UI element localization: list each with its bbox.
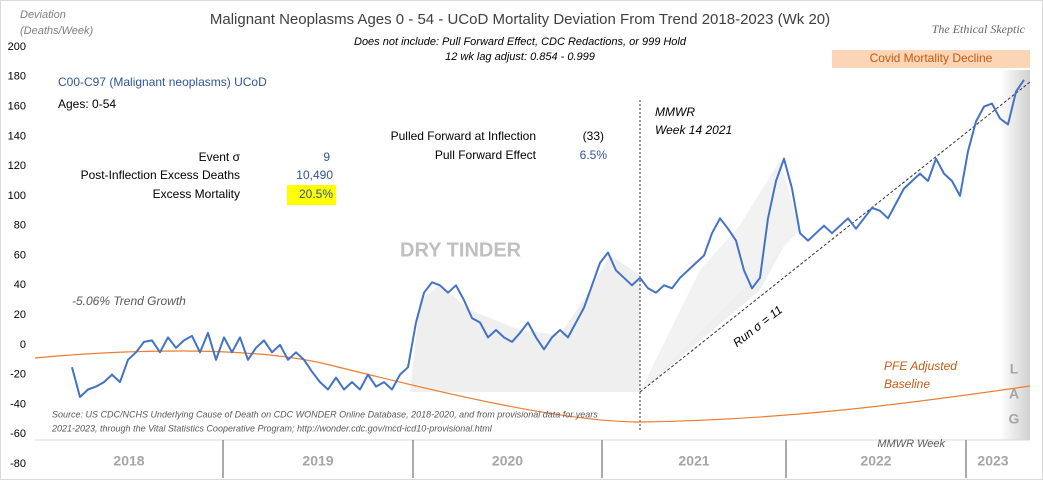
- annotation: -5.06% Trend Growth: [72, 294, 186, 308]
- annotation: Pulled Forward at Inflection: [391, 129, 536, 143]
- y-tick-label: -40: [10, 398, 26, 410]
- subtitle: 12 wk lag adjust: 0.854 - 0.999: [445, 51, 595, 63]
- annotation: 20.5%: [299, 187, 333, 201]
- legend: C00-C97 (Malignant neoplasms) UCoD: [58, 75, 267, 89]
- y-tick-label: 160: [8, 100, 26, 112]
- y-tick-label: 120: [8, 160, 26, 172]
- y-tick-label: 40: [14, 279, 26, 291]
- annotation: Ages: 0-54: [58, 97, 116, 111]
- annotation: Event σ: [199, 150, 241, 164]
- annotation: (33): [583, 129, 604, 143]
- annotation: MMWR: [655, 105, 695, 119]
- y-axis-label: (Deaths/Week): [20, 25, 93, 37]
- subtitle: Does not include: Pull Forward Effect, C…: [354, 36, 687, 48]
- y-axis-label: Deviation: [20, 9, 66, 21]
- annotation: Pull Forward Effect: [435, 148, 537, 162]
- annotation: PFE Adjusted: [884, 359, 957, 373]
- y-tick-label: -80: [10, 458, 26, 470]
- y-tick-label: -60: [10, 428, 26, 440]
- lag: L: [1010, 361, 1019, 377]
- y-tick-label: 180: [8, 71, 26, 83]
- x-tick-label: 2023: [977, 453, 1008, 469]
- x-tick-label: 2022: [860, 453, 891, 469]
- y-tick-label: 60: [14, 249, 26, 261]
- x-axis-label: MMWR Week: [877, 438, 945, 450]
- annotation: 10,490: [296, 168, 333, 182]
- annotation: DRY TINDER: [400, 239, 522, 261]
- y-tick-label: 100: [8, 190, 26, 202]
- source: 2021-2023, through the Vital Statistics …: [51, 423, 493, 433]
- shade: [410, 255, 640, 392]
- lag-band: [1000, 70, 1030, 440]
- title: Malignant Neoplasms Ages 0 - 54 - UCoD M…: [210, 11, 830, 28]
- y-tick-label: 80: [14, 220, 26, 232]
- annotation: Excess Mortality: [153, 187, 240, 201]
- annotation: 9: [323, 150, 330, 164]
- y-tick-label: 200: [8, 41, 26, 53]
- lag: A: [1009, 386, 1019, 402]
- annotation: Post-Inflection Excess Deaths: [81, 168, 240, 182]
- source: Source: US CDC/NCHS Underlying Cause of …: [52, 409, 598, 419]
- highlight: [287, 185, 336, 205]
- annotation: Baseline: [884, 377, 930, 391]
- lag: G: [1009, 411, 1020, 427]
- baseline: [34, 350, 1031, 423]
- x-tick-label: 2020: [492, 453, 523, 469]
- watermark: The Ethical Skeptic: [932, 22, 1026, 36]
- annotation: 6.5%: [580, 148, 608, 162]
- annotation: Covid Mortality Decline: [870, 51, 993, 65]
- y-tick-label: 0: [20, 339, 26, 351]
- trend-line: [639, 81, 1031, 393]
- x-tick-label: 2018: [113, 453, 144, 469]
- shade: [640, 160, 800, 392]
- covid-box: [832, 50, 1030, 68]
- y-tick-label: 20: [14, 309, 26, 321]
- y-tick-label: -20: [10, 369, 26, 381]
- x-tick-label: 2019: [302, 453, 333, 469]
- x-tick-label: 2021: [678, 453, 709, 469]
- annotation: Week 14 2021: [655, 123, 732, 137]
- series-line: [71, 79, 1025, 398]
- y-tick-label: 140: [8, 130, 26, 142]
